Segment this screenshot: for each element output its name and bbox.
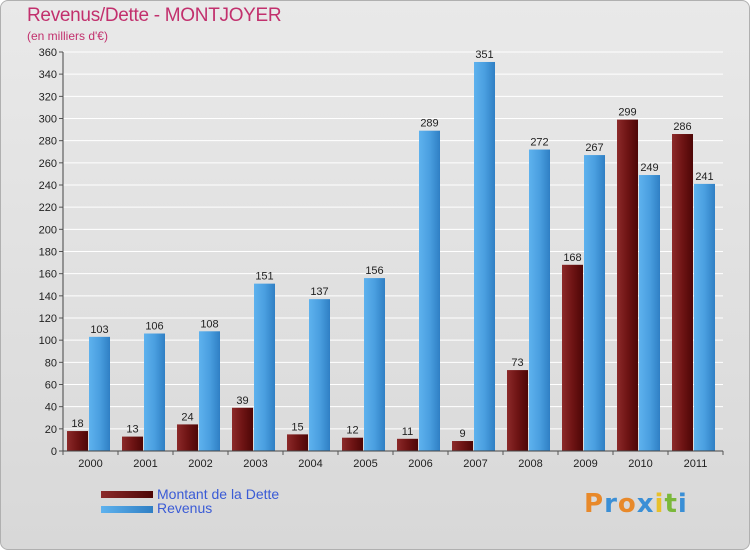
data-label-revenus: 108 <box>200 318 218 330</box>
bar-dette <box>232 407 253 451</box>
y-tick-label: 0 <box>51 446 57 458</box>
y-tick-label: 160 <box>39 269 57 281</box>
bar-dette <box>397 438 418 451</box>
x-tick-label: 2000 <box>78 458 102 470</box>
bar-dette <box>452 441 473 451</box>
x-tick-label: 2011 <box>684 458 708 470</box>
logo-letter: i <box>654 489 665 519</box>
y-tick-label: 300 <box>39 114 57 126</box>
x-tick-label: 2007 <box>463 458 487 470</box>
legend-label-dette: Montant de la Dette <box>157 486 280 502</box>
y-tick-label: 200 <box>39 224 57 236</box>
data-label-dette: 73 <box>511 357 523 369</box>
data-label-dette: 18 <box>71 418 83 430</box>
y-tick-label: 140 <box>39 291 57 303</box>
y-tick-label: 80 <box>45 357 57 369</box>
data-label-revenus: 151 <box>255 271 273 283</box>
data-label-dette: 13 <box>126 424 138 436</box>
data-label-revenus: 103 <box>90 324 108 336</box>
bar-revenus <box>254 283 275 451</box>
chart-title: Revenus/Dette - MONTJOYER <box>27 5 282 26</box>
bar-revenus <box>474 61 495 451</box>
bar-dette <box>122 436 143 451</box>
bar-dette <box>507 370 528 451</box>
bar-dette <box>562 264 583 451</box>
bar-revenus <box>419 130 440 452</box>
bar-revenus <box>309 299 330 451</box>
x-tick-label: 2002 <box>188 458 212 470</box>
y-tick-label: 60 <box>45 380 57 392</box>
legend-label-revenus: Revenus <box>157 500 213 516</box>
x-tick-label: 2003 <box>243 458 267 470</box>
bar-revenus <box>694 183 715 451</box>
data-label-revenus: 289 <box>420 118 438 130</box>
data-label-dette: 168 <box>563 252 581 264</box>
data-label-dette: 299 <box>618 107 636 119</box>
y-tick-label: 20 <box>45 424 57 436</box>
bar-dette <box>287 434 308 451</box>
logo-letter: x <box>636 489 655 519</box>
logo-letter: o <box>617 489 637 519</box>
data-label-dette: 24 <box>181 411 193 423</box>
y-tick-label: 180 <box>39 247 57 259</box>
data-label-revenus: 106 <box>145 321 163 333</box>
bar-dette <box>342 437 363 451</box>
x-tick-label: 2006 <box>408 458 432 470</box>
data-label-revenus: 137 <box>310 286 328 298</box>
y-tick-label: 40 <box>45 402 57 414</box>
bar-dette <box>177 424 198 451</box>
logo-letter: t <box>664 489 678 519</box>
y-tick-label: 240 <box>39 180 57 192</box>
y-tick-label: 100 <box>39 335 57 347</box>
chart-subtitle: (en milliers d'€) <box>27 29 108 43</box>
bar-revenus <box>89 336 110 451</box>
bar-revenus <box>529 149 550 452</box>
y-tick-label: 120 <box>39 313 57 325</box>
y-tick-label: 260 <box>39 158 57 170</box>
y-tick-label: 320 <box>39 91 57 103</box>
data-label-revenus: 241 <box>695 171 713 183</box>
y-tick-label: 340 <box>39 69 57 81</box>
legend-swatch-dette <box>101 491 153 498</box>
proxiti-logo: Proxiti <box>584 489 688 519</box>
logo-letter: r <box>604 489 618 519</box>
data-label-dette: 39 <box>236 395 248 407</box>
legend-swatch-revenus <box>101 506 153 513</box>
bar-dette <box>617 119 638 451</box>
data-label-dette: 12 <box>346 425 358 437</box>
logo-letter: P <box>584 489 605 519</box>
data-label-dette: 9 <box>459 428 465 440</box>
bar-dette <box>672 134 693 451</box>
data-label-revenus: 351 <box>475 49 493 61</box>
data-label-dette: 286 <box>673 121 691 133</box>
logo-letter: i <box>677 489 688 519</box>
x-tick-label: 2008 <box>518 458 542 470</box>
data-label-revenus: 156 <box>365 265 383 277</box>
bar-revenus <box>144 333 165 451</box>
bar-revenus <box>364 278 385 451</box>
x-tick-label: 2009 <box>573 458 597 470</box>
bar-revenus <box>639 175 660 451</box>
data-label-dette: 15 <box>291 421 303 433</box>
y-tick-label: 220 <box>39 202 57 214</box>
x-tick-label: 2004 <box>298 458 322 470</box>
data-label-revenus: 272 <box>530 137 548 149</box>
bar-revenus <box>199 331 220 451</box>
y-tick-label: 360 <box>39 47 57 59</box>
x-tick-label: 2001 <box>133 458 157 470</box>
data-label-revenus: 267 <box>585 142 603 154</box>
y-tick-label: 280 <box>39 136 57 148</box>
data-label-revenus: 249 <box>640 162 658 174</box>
bar-dette <box>67 431 88 451</box>
bar-revenus <box>584 155 605 451</box>
data-label-dette: 11 <box>402 426 413 438</box>
x-tick-label: 2005 <box>353 458 377 470</box>
x-tick-label: 2010 <box>628 458 652 470</box>
